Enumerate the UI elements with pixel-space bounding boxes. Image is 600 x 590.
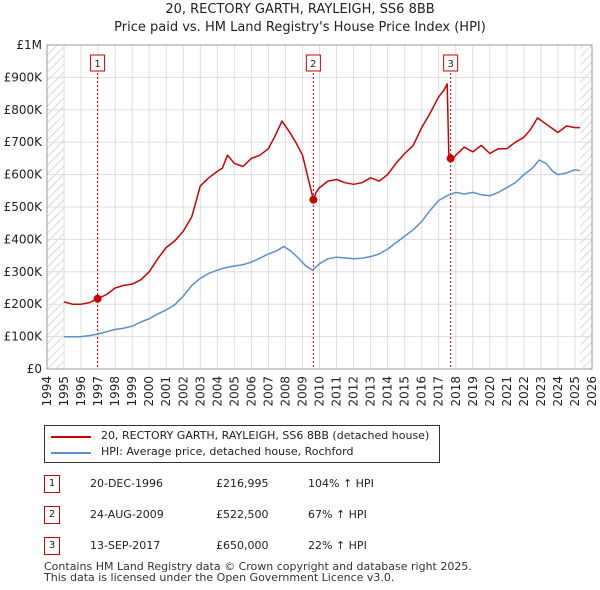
- y-tick-label: £500K: [4, 200, 44, 214]
- x-tick-label: 2012: [347, 376, 361, 407]
- x-tick-label: 2024: [551, 376, 565, 407]
- footer-copyright: Contains HM Land Registry data © Crown c…: [44, 560, 472, 573]
- chart-title: 20, RECTORY GARTH, RAYLEIGH, SS6 8BB: [165, 2, 435, 17]
- y-tick-label: £100K: [4, 330, 44, 344]
- sale-date: 20-DEC-1996: [90, 477, 164, 490]
- y-tick-label: £300K: [4, 265, 44, 279]
- x-tick-label: 2015: [398, 376, 412, 407]
- sale-badge: 1: [44, 475, 60, 493]
- sale-price: £650,000: [216, 539, 269, 552]
- x-tick-label: 2026: [585, 376, 599, 407]
- legend-swatch-property: [51, 436, 91, 438]
- x-tick-label: 1995: [57, 376, 71, 407]
- x-tick-label: 2020: [483, 376, 497, 407]
- sale-date: 24-AUG-2009: [90, 508, 164, 521]
- sale-point: [446, 154, 455, 163]
- hpi-line: [63, 159, 581, 338]
- sale-point: [309, 195, 318, 204]
- y-tick-label: £600K: [4, 168, 44, 182]
- sale-hpi-change: 104% ↑ HPI: [308, 477, 374, 490]
- x-tick-label: 2019: [466, 376, 480, 407]
- sale-badge: 3: [44, 537, 60, 555]
- x-tick-label: 2005: [227, 376, 241, 407]
- y-tick-label: £900K: [4, 70, 44, 84]
- footer-license: This data is licensed under the Open Gov…: [44, 571, 395, 584]
- sale-marker-box: [90, 54, 106, 72]
- x-tick-label: 2000: [142, 376, 156, 407]
- sale-marker-box: [443, 54, 459, 72]
- sale-marker-label: 1: [94, 59, 100, 70]
- chart-subtitle: Price paid vs. HM Land Registry's House …: [114, 20, 486, 35]
- sale-marker-box: [305, 54, 321, 72]
- x-tick-label: 2008: [278, 376, 292, 407]
- x-tick-label: 2007: [261, 376, 275, 407]
- sale-date: 13-SEP-2017: [90, 539, 161, 552]
- x-tick-label: 2003: [193, 376, 207, 407]
- y-tick-label: £0: [27, 362, 42, 376]
- chart-legend: 20, RECTORY GARTH, RAYLEIGH, SS6 8BB (de…: [44, 425, 440, 463]
- x-tick-label: 1997: [91, 376, 105, 407]
- x-tick-label: 2010: [313, 376, 327, 407]
- legend-label-hpi: HPI: Average price, detached house, Roch…: [101, 445, 354, 458]
- legend-label-property: 20, RECTORY GARTH, RAYLEIGH, SS6 8BB (de…: [101, 429, 430, 442]
- property-price-line: [63, 83, 581, 305]
- x-tick-label: 2021: [500, 376, 514, 407]
- sale-hpi-change: 22% ↑ HPI: [308, 539, 367, 552]
- x-tick-label: 2001: [159, 376, 173, 407]
- price-chart: £0 £100K £200K £300K £400K £500K £600K £700K £80…: [4, 38, 599, 407]
- x-tick-label: 1999: [125, 376, 139, 407]
- y-tick-label: £400K: [4, 232, 44, 246]
- y-tick-label: £800K: [4, 103, 44, 117]
- x-tick-label: 2009: [295, 376, 309, 407]
- plot-border: [46, 44, 593, 370]
- legend-swatch-hpi: [51, 452, 91, 454]
- x-tick-label: 2017: [432, 376, 446, 407]
- x-tick-label: 2016: [415, 376, 429, 407]
- x-tick-label: 2004: [210, 376, 224, 407]
- x-tick-label: 2025: [568, 376, 582, 407]
- x-tick-label: 2018: [449, 376, 463, 407]
- y-tick-label: £1M: [16, 38, 42, 52]
- x-tick-label: 2006: [244, 376, 258, 407]
- sale-marker-label: 2: [310, 59, 316, 70]
- x-tick-label: 1996: [74, 376, 88, 407]
- x-tick-label: 2002: [176, 376, 190, 407]
- footer-attribution: Contains HM Land Registry data © Crown c…: [44, 561, 472, 583]
- sale-marker-label: 3: [447, 59, 453, 70]
- y-tick-label: £200K: [4, 297, 44, 311]
- sale-price: £522,500: [216, 508, 269, 521]
- sale-point: [93, 294, 102, 303]
- x-tick-label: 2011: [330, 376, 344, 407]
- x-tick-label: 1994: [40, 376, 54, 407]
- x-tick-label: 1998: [108, 376, 122, 407]
- x-tick-label: 2014: [381, 376, 395, 407]
- sale-hpi-change: 67% ↑ HPI: [308, 508, 367, 521]
- sale-badge: 2: [44, 506, 60, 524]
- sale-price: £216,995: [216, 477, 269, 490]
- x-tick-label: 2013: [364, 376, 378, 407]
- x-tick-label: 2022: [517, 376, 531, 407]
- x-tick-label: 2023: [534, 376, 548, 407]
- y-tick-label: £700K: [4, 135, 44, 149]
